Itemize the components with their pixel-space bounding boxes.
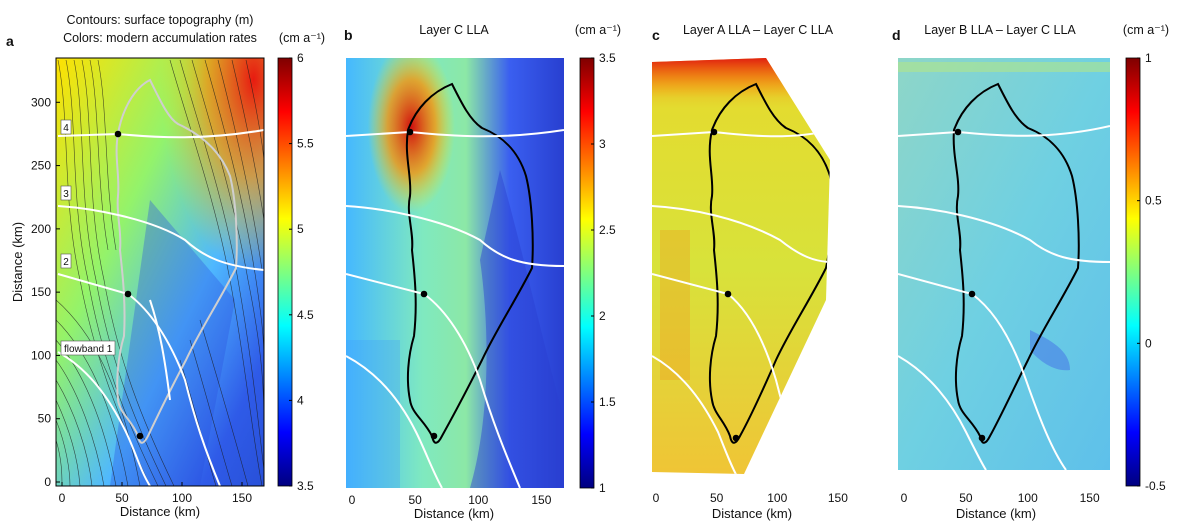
y-tick-label: 150 [31, 285, 51, 299]
colorbar-tick-label: 3.5 [297, 479, 314, 493]
x-tick-label: 100 [172, 491, 192, 505]
panel-b-letter: b [344, 27, 353, 43]
x-tick-label: 100 [1018, 491, 1038, 505]
panel-a-x-ticks: 0 50 100 150 [59, 482, 252, 505]
colorbar-tick-label: 4.5 [297, 308, 314, 322]
x-tick-label: 0 [901, 491, 908, 505]
x-tick-label: 50 [710, 491, 724, 505]
colorbar-b [579, 57, 595, 489]
flowband-label-4: 4 [63, 123, 69, 134]
x-tick-label: 150 [1080, 491, 1100, 505]
panel-d-ice-outline [952, 82, 1080, 444]
y-tick-label: 300 [31, 95, 51, 109]
y-tick-label: 200 [31, 222, 51, 236]
panel-c: c Layer A LLA – Layer C LLA 0 50 100 150 Di… [652, 23, 848, 521]
panel-d-x-ticks: 0 50 100 150 [901, 491, 1100, 505]
colorbar-tick-label: 0 [1145, 336, 1152, 350]
x-tick-label: 100 [468, 493, 488, 507]
colorbar-tick-label: 1 [1145, 51, 1152, 65]
panel-c-heatmap [652, 58, 830, 474]
colorbar-d-ticks: -0.5 0 0.5 1 [1137, 51, 1166, 493]
panel-a: a Contours: surface topography (m) Color… [6, 13, 325, 519]
panel-a-ylabel: Distance (km) [10, 222, 25, 302]
colorbar-tick-label: -0.5 [1145, 479, 1166, 493]
colorbar-a-ticks: 3.5 4 4.5 5 5.5 6 [289, 51, 314, 493]
panel-a-xlabel: Distance (km) [120, 504, 200, 519]
colorbar-tick-label: 0.5 [1145, 194, 1162, 208]
y-tick-label: 100 [31, 348, 51, 362]
x-tick-label: 50 [959, 491, 973, 505]
colorbar-tick-label: 5.5 [297, 137, 314, 151]
flowband-label-1: flowband 1 [64, 344, 113, 355]
panel-a-title-line-2: Colors: modern accumulation rates [63, 31, 257, 45]
x-tick-label: 150 [828, 491, 848, 505]
y-tick-label: 50 [38, 412, 52, 426]
panel-d-xlabel: Distance (km) [956, 506, 1036, 521]
x-tick-label: 0 [59, 491, 66, 505]
panel-a-flowlines [57, 129, 264, 486]
panel-a-plot-frame [55, 57, 265, 487]
x-tick-label: 0 [653, 491, 660, 505]
panel-c-ice-outline [708, 82, 830, 444]
panel-a-title-line-1: Contours: surface topography (m) [67, 13, 254, 27]
panel-c-station-dots [710, 128, 740, 442]
topography-contours [56, 59, 264, 486]
panel-d-flowlines [898, 125, 1110, 470]
x-tick-label: 50 [408, 493, 422, 507]
colorbar-d-unit: (cm a⁻¹) [1123, 23, 1169, 37]
panel-a-y-ticks: 0 50 100 150 200 250 300 [31, 95, 60, 489]
colorbar-tick-label: 2.5 [599, 223, 616, 237]
panel-b-ice-outline [405, 82, 534, 444]
colorbar-tick-label: 1.5 [599, 395, 616, 409]
panel-b-x-ticks: 0 50 100 150 [349, 493, 552, 507]
panel-b-flowlines [346, 129, 564, 488]
colorbar-tick-label: 4 [297, 393, 304, 407]
panel-a-ice-outline [115, 78, 238, 444]
flowband-label-2: 2 [63, 257, 69, 268]
panel-b-station-dots [406, 128, 438, 440]
colorbar-a-unit: (cm a⁻¹) [279, 31, 325, 45]
panel-c-xlabel: Distance (km) [712, 506, 792, 521]
colorbar-b-ticks: 1 1.5 2 2.5 3 3.5 [591, 51, 616, 495]
colorbar-tick-label: 2 [599, 309, 606, 323]
panel-a-station-dots [114, 130, 144, 440]
colorbar-tick-label: 3.5 [599, 51, 616, 65]
x-tick-label: 150 [232, 491, 252, 505]
panel-d-station-dots [954, 128, 986, 442]
y-tick-label: 250 [31, 159, 51, 173]
colorbar-d [1125, 57, 1141, 487]
panel-d-heatmap [898, 58, 1110, 470]
colorbar-b-unit: (cm a⁻¹) [575, 23, 621, 37]
x-tick-label: 0 [349, 493, 356, 507]
panel-b-heatmap [346, 58, 564, 488]
x-tick-label: 100 [767, 491, 787, 505]
panel-b: b Layer C LLA 0 50 100 150 Distance (km) 11… [344, 23, 621, 521]
colorbar-tick-label: 6 [297, 51, 304, 65]
panel-d-title: Layer B LLA – Layer C LLA [924, 23, 1076, 37]
panel-c-title: Layer A LLA – Layer C LLA [683, 23, 834, 37]
colorbar-a [277, 57, 293, 487]
x-tick-label: 50 [115, 491, 129, 505]
flowband-label-3: 3 [63, 189, 69, 200]
panel-c-x-ticks: 0 50 100 150 [653, 491, 849, 505]
colorbar-tick-label: 1 [599, 481, 606, 495]
y-tick-label: 0 [44, 475, 51, 489]
panel-b-title: Layer C LLA [419, 23, 489, 37]
panel-b-xlabel: Distance (km) [414, 506, 494, 521]
panel-c-letter: c [652, 27, 660, 43]
panel-a-letter: a [6, 33, 14, 49]
colorbar-tick-label: 3 [599, 137, 606, 151]
flowband-labels: 4 3 2 flowband 1 [60, 119, 116, 356]
panel-d: d Layer B LLA – Layer C LLA 0 50 100 150 Di… [892, 23, 1169, 521]
x-tick-label: 150 [531, 493, 551, 507]
colorbar-tick-label: 5 [297, 222, 304, 236]
panel-a-heatmap [56, 58, 264, 486]
panel-d-letter: d [892, 27, 901, 43]
